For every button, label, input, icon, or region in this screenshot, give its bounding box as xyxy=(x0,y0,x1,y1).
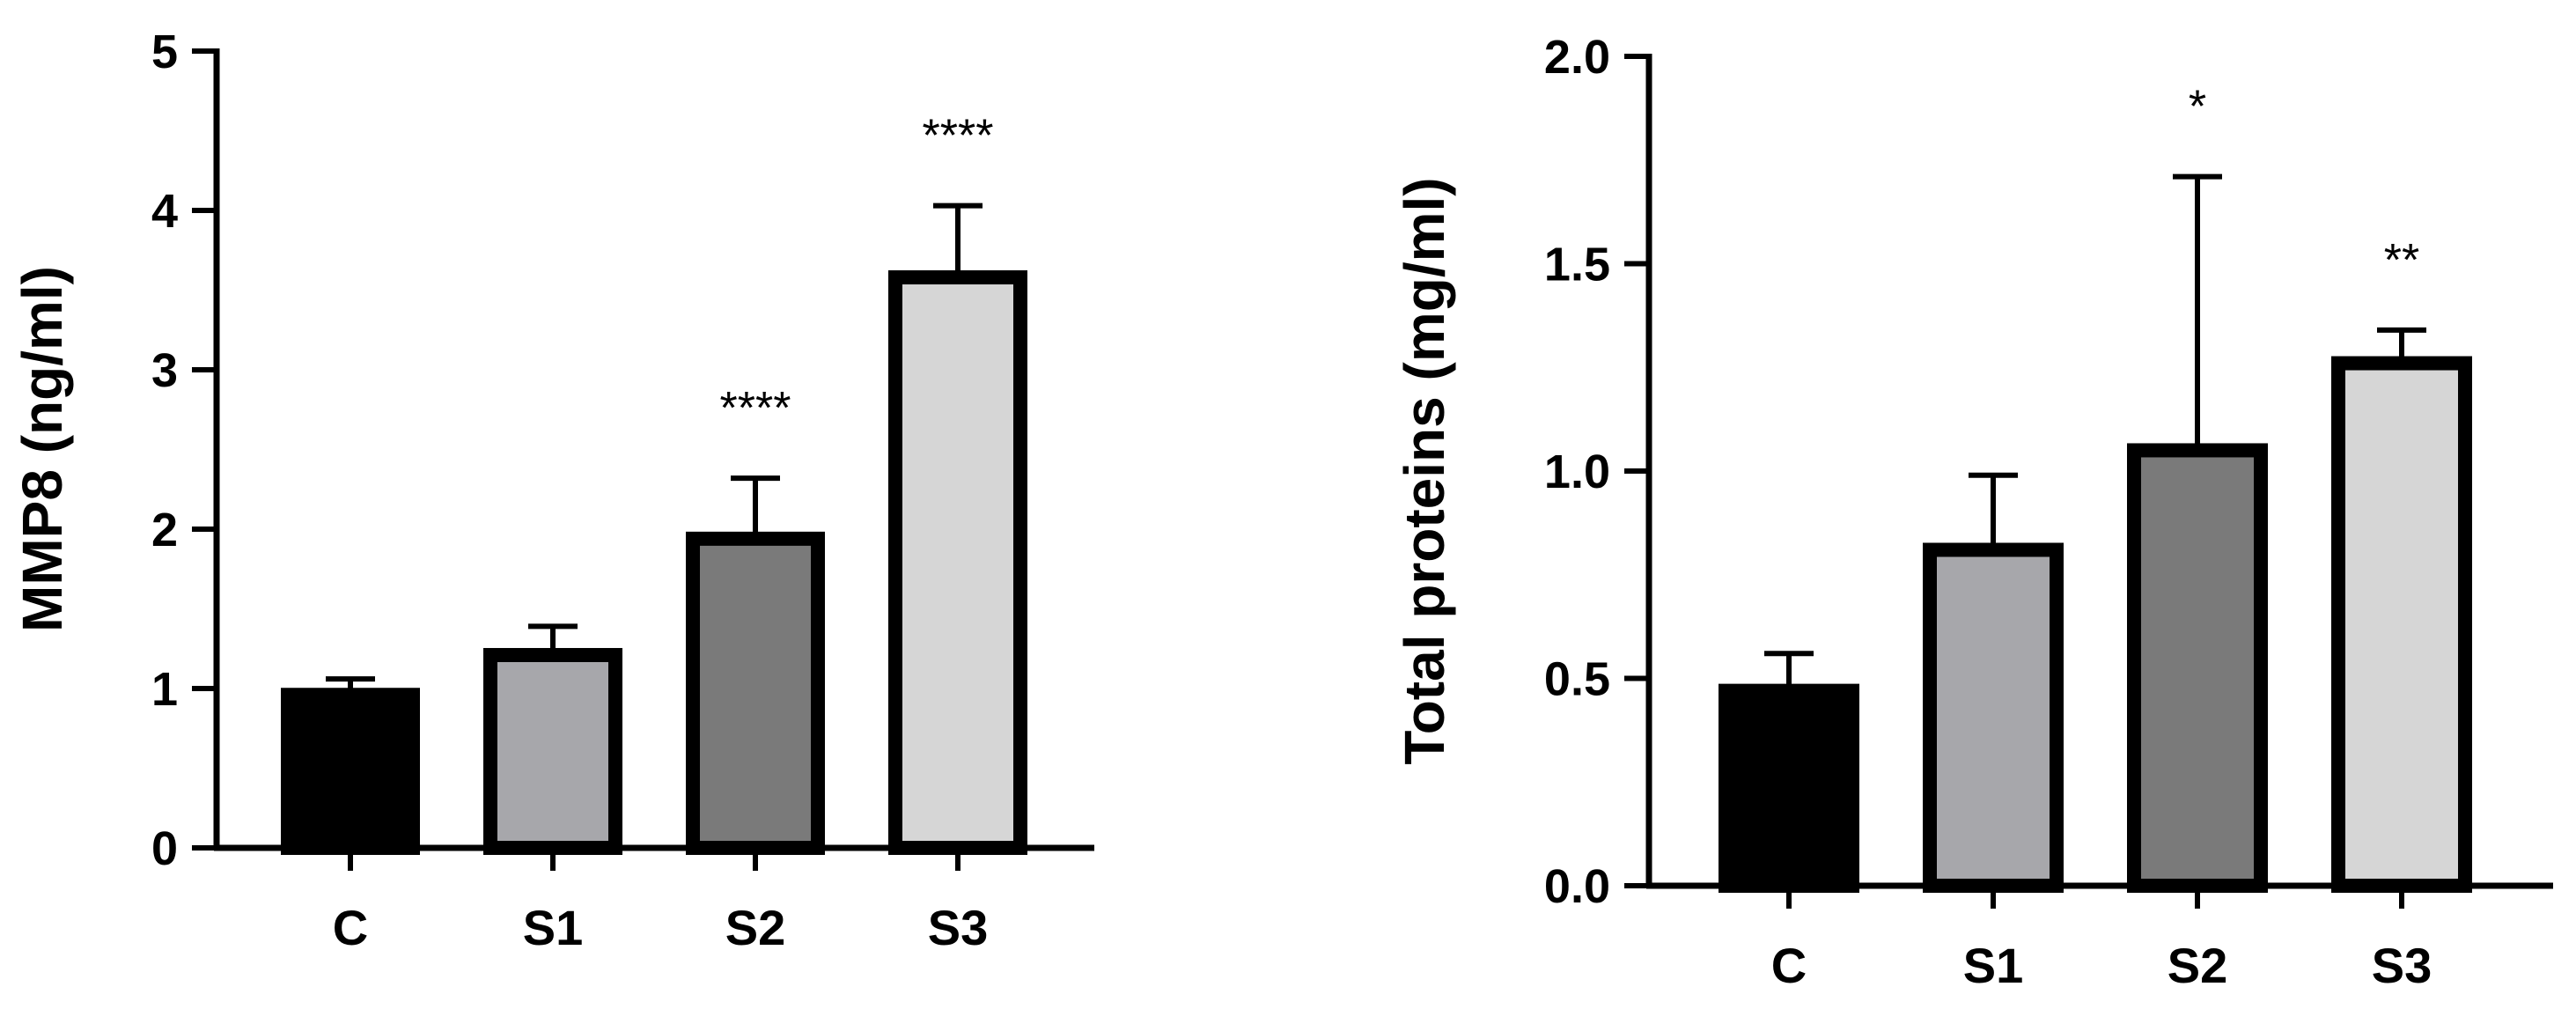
x-tick-label-s2: S2 xyxy=(725,900,786,955)
significance-label-s3: **** xyxy=(923,111,994,162)
y-tick-label: 1 xyxy=(151,663,178,716)
bar-c xyxy=(281,688,420,855)
x-tick-label-s2: S2 xyxy=(2168,938,2228,993)
significance-label-s2: * xyxy=(2189,82,2206,133)
significance-label-s2: **** xyxy=(720,383,791,434)
bar-s3 xyxy=(2331,356,2472,894)
y-tick-label: 0.5 xyxy=(1544,653,1610,706)
bar-c xyxy=(1719,683,1859,893)
x-tick-label-s3: S3 xyxy=(928,900,989,955)
y-tick-label: 2.0 xyxy=(1544,31,1610,84)
significance-label-s3: ** xyxy=(2384,235,2419,286)
bar-s2 xyxy=(2127,443,2268,893)
y-tick-label: 0.0 xyxy=(1544,860,1610,913)
bar-s3 xyxy=(888,270,1027,855)
y-tick-label: 0 xyxy=(151,822,178,875)
total-proteins-chart-panel: C S1 * S2 ** S3 0.0 0.5 1.0 1.5 2.0 Total proteins … xyxy=(1393,31,2553,993)
y-tick-label: 5 xyxy=(151,26,178,78)
x-tick-label-s3: S3 xyxy=(2372,938,2432,993)
bar-s1 xyxy=(1923,542,2064,893)
y-tick-label: 3 xyxy=(151,344,178,397)
mmp8-chart-panel: C S1 **** S2 **** S3 0 1 2 3 4 5 MMP8 (ng/ml) xyxy=(11,26,1094,955)
y-tick-label: 4 xyxy=(151,185,178,238)
y-tick-label: 1.0 xyxy=(1544,446,1610,498)
x-tick-label-c: C xyxy=(1771,938,1807,993)
y-tick-label: 1.5 xyxy=(1544,239,1610,291)
y-axis-title: MMP8 (ng/ml) xyxy=(11,266,74,632)
x-tick-label-s1: S1 xyxy=(523,900,584,955)
bar-s1 xyxy=(483,647,622,855)
bar-s2 xyxy=(686,531,825,855)
x-tick-label-c: C xyxy=(333,900,368,955)
x-tick-label-s1: S1 xyxy=(1963,938,2024,993)
y-tick-label: 2 xyxy=(151,504,178,556)
y-axis-title: Total proteins (mg/ml) xyxy=(1393,177,1456,764)
